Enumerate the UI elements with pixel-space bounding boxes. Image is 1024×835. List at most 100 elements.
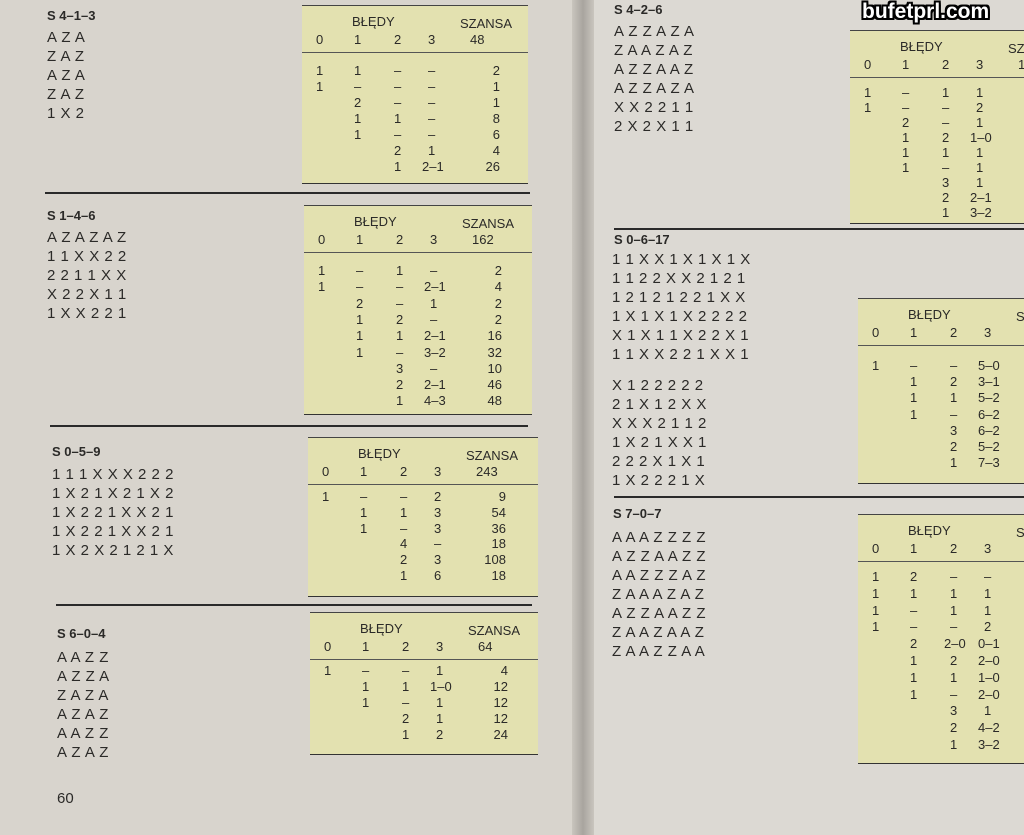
grid-row: A Z A [47, 67, 86, 84]
odds-table: BŁĘDYSZAN0123721––5–01123–11115–21–6–236… [858, 298, 1024, 484]
error-count: 2 [942, 190, 950, 205]
error-count: 1 [910, 390, 918, 406]
column-header: 2 [396, 232, 404, 247]
error-count: – [942, 100, 950, 115]
error-count: 2 [400, 552, 408, 568]
chance-value: 2 [492, 63, 500, 78]
section-divider [50, 425, 528, 427]
chance-value: 46 [487, 377, 502, 393]
error-count: 1 [394, 159, 402, 174]
error-count: – [428, 79, 436, 94]
chance-value: 36 [491, 520, 506, 536]
odds-table: BŁĘDYSZANSA01231441–1141––222–14121–0101… [850, 30, 1024, 224]
error-count: – [402, 695, 410, 710]
error-count: 1 [400, 504, 408, 520]
grid-row: A Z Z A A Z [614, 61, 694, 78]
grid-row: Z A Z [47, 86, 85, 103]
section-heading: S 4–2–6 [614, 2, 663, 17]
column-header: 2 [402, 639, 410, 654]
errors-label: BŁĘDY [354, 214, 397, 229]
grid-row: X 1 2 2 2 2 2 [612, 377, 704, 394]
grid-row: Z A A Z Z A A [612, 643, 706, 660]
chance-value: 1 [1008, 423, 1024, 438]
section-heading: S 1–4–6 [47, 208, 96, 223]
chance-value: 12 [1000, 145, 1024, 160]
chance-value: 2 [494, 263, 502, 278]
chance-total: 144 [1018, 57, 1024, 72]
error-count: – [950, 358, 958, 373]
column-header: 0 [318, 232, 326, 247]
error-count: 3 [942, 175, 950, 190]
grid-row: Z A Z [47, 48, 85, 65]
error-count: 1 [400, 568, 408, 583]
error-count: 1 [984, 585, 992, 601]
column-header: 3 [436, 639, 444, 654]
column-header: 3 [984, 325, 992, 340]
watermark: bufetprl.com [862, 0, 990, 23]
chance-value: 6 [492, 127, 500, 142]
error-count: 1–0 [978, 669, 1000, 685]
error-count: 1 [354, 111, 362, 126]
error-count: 1 [864, 100, 872, 115]
odds-table: BŁĘDY SZANSA 0 1 2 3 162 1–1–2 1– –2–1 4 2–1 2 1 2–2 1 1… [304, 205, 532, 415]
combination-grid: A Z Z A Z A Z A A Z A Z A Z Z A A Z A Z Z A… [614, 22, 695, 136]
chance-value: 2 [1000, 100, 1024, 115]
error-count: 1 [436, 663, 444, 678]
grid-row: Z A A Z A Z [614, 42, 693, 59]
error-count: 3 [434, 552, 442, 568]
chance-value: 26 [485, 159, 500, 174]
grid-row: Z A A Z A A Z [612, 624, 705, 641]
error-count: – [356, 263, 364, 278]
error-count: 4–2 [978, 720, 1000, 736]
errors-label: BŁĘDY [358, 446, 401, 461]
header-rule [858, 345, 1024, 347]
error-count: 1 [324, 663, 332, 678]
error-count: 1 [872, 619, 880, 635]
error-count: 5–2 [978, 439, 1000, 454]
error-count: 3–1 [978, 374, 1000, 390]
error-count: 1 [322, 489, 330, 504]
error-count: – [950, 619, 958, 635]
errors-label: BŁĘDY [900, 39, 943, 54]
chance-value: 10 [1000, 130, 1024, 145]
error-count: 1 [902, 145, 910, 160]
column-header: 1 [362, 639, 370, 654]
combination-grid: 1 1 1 X X X 2 2 2 1 X 2 1 X 2 1 X 2 1 X 2 … [52, 465, 174, 560]
error-count: 1 [436, 695, 444, 710]
errors-label: BŁĘDY [360, 621, 403, 636]
error-count: 2–0 [978, 686, 1000, 702]
error-count: 2 [942, 130, 950, 145]
error-count: 2 [436, 727, 444, 742]
error-count: 2 [396, 377, 404, 393]
grid-row: 1 X 2 2 2 1 X [612, 472, 706, 489]
chance-value: 16 [487, 328, 502, 344]
error-count: – [394, 63, 402, 78]
error-count: 1 [360, 504, 368, 520]
grid-row: A Z Z A [57, 668, 110, 685]
error-count: 1 [396, 328, 404, 344]
column-header: 3 [976, 57, 984, 72]
combination-grid: A A Z Z A Z Z A Z A Z A A Z A Z A A Z Z A Z A… [57, 648, 110, 762]
chance-label: SZANSA [462, 216, 515, 231]
chance-value: 1 [492, 79, 500, 94]
chance-label: SZANSA [460, 16, 513, 31]
grid-row: X X 2 2 1 1 [614, 99, 694, 116]
header-rule [308, 484, 538, 486]
error-count: 1 [356, 311, 364, 327]
error-count: – [430, 360, 438, 376]
combination-grid-2: X 1 2 2 2 2 2 2 1 X 1 2 X X X X X 2 1 1 2 1… [612, 376, 707, 490]
error-count: 6–2 [978, 406, 1000, 422]
chance-value: 18 [491, 568, 506, 583]
error-count: 1 [318, 263, 326, 278]
error-count: 1 [318, 279, 326, 295]
chance-total: 48 [470, 32, 485, 47]
book-gutter [572, 0, 594, 835]
error-count: – [902, 85, 910, 100]
column-header: 0 [872, 541, 880, 556]
chance-total: 243 [476, 464, 498, 479]
error-count: 3–2 [424, 344, 446, 360]
grid-row: 1 X 2 1 X X 1 [612, 434, 707, 451]
error-count: 1 [402, 727, 410, 742]
section-divider [45, 192, 530, 194]
chance-value: 4 [1000, 85, 1024, 100]
